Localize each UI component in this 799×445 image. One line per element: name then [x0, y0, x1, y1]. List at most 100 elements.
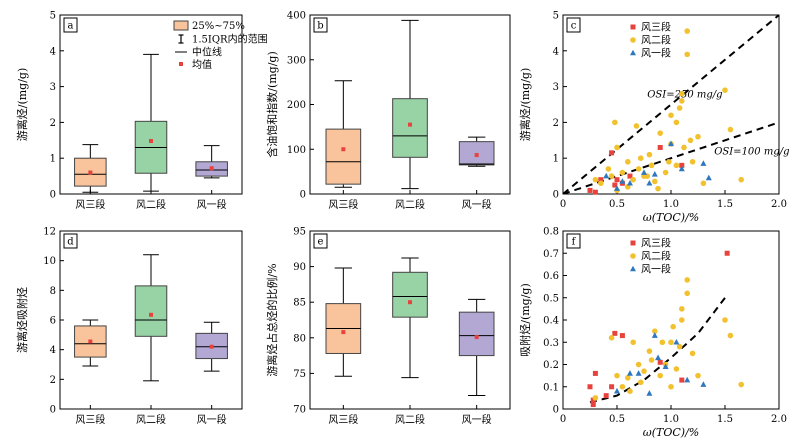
legend-triangle-icon: [630, 265, 636, 272]
y-tick-label: 4: [50, 46, 56, 57]
panel-label: f: [566, 233, 581, 249]
x-axis-label: ω(TOC)/%: [643, 211, 699, 224]
point-circle: [679, 98, 685, 104]
point-triangle: [655, 354, 662, 361]
x-tick-label: 风一段: [462, 413, 492, 426]
y-tick-label: 95: [293, 227, 306, 238]
point-triangle: [619, 178, 626, 184]
point-circle: [722, 317, 728, 323]
x-tick-label: 风三段: [75, 198, 105, 211]
x-tick-label: 0.5: [609, 199, 625, 210]
panel-label-box: [63, 17, 78, 33]
y-tick-label: 2: [553, 118, 559, 129]
y-tick-label: 0: [50, 405, 56, 416]
box-2: [134, 254, 168, 382]
point-circle: [695, 372, 701, 379]
point-circle: [619, 383, 626, 390]
box-iqr: [325, 128, 362, 185]
panel-b: b 0 100 200 300 400 含油饱和指数/(mg/g) 风三段 风二段 风一段: [265, 11, 511, 211]
y-tick-label: 1: [50, 154, 56, 165]
point-square: [587, 187, 593, 193]
point-square: [657, 144, 663, 150]
y-axis-label: 含油饱和指数/(mg/g): [265, 51, 279, 158]
y-tick-label: 0.3: [543, 338, 559, 349]
point-circle: [668, 383, 674, 390]
mean-marker: [408, 122, 412, 127]
mean-marker: [209, 344, 214, 349]
point-circle: [637, 379, 644, 386]
box-3: [458, 136, 495, 167]
point-circle: [633, 123, 640, 129]
panel-a: a 0 1 2 3 4 5 游离烃/(mg/g) 风三段 风二段 风一段 25%~75%1.5IQR内…: [15, 11, 268, 212]
point-circle: [627, 388, 633, 395]
point-circle: [646, 151, 653, 158]
point-square: [609, 150, 615, 156]
point-circle: [738, 381, 744, 388]
legend-label: 风二段: [641, 34, 671, 47]
legend-label: 风三段: [641, 237, 671, 250]
point-circle: [684, 277, 690, 283]
point-triangle: [646, 179, 653, 186]
point-square: [592, 370, 598, 376]
point-circle: [614, 144, 620, 151]
point-triangle: [603, 172, 610, 179]
point-circle: [673, 119, 680, 126]
point-circle: [684, 290, 690, 297]
y-tick-label: 75: [293, 369, 306, 380]
panel-letter: a: [68, 21, 74, 32]
series-square: [587, 250, 730, 408]
point-triangle: [705, 174, 712, 181]
point-circle: [679, 317, 685, 323]
point-circle: [695, 133, 701, 140]
box-3: [195, 145, 228, 179]
point-circle: [635, 166, 642, 172]
legend-circle-icon: [630, 37, 636, 43]
point-square: [679, 162, 685, 168]
panel-label: e: [313, 233, 328, 249]
point-circle: [630, 339, 636, 346]
panel-label: b: [313, 17, 328, 33]
y-tick-label: 4: [553, 46, 559, 57]
x-tick-label: 2.0: [771, 199, 787, 210]
box-3: [195, 321, 228, 372]
panel-label: d: [63, 233, 78, 249]
panel-letter: e: [318, 237, 324, 248]
point-triangle: [626, 179, 633, 186]
point-circle: [655, 185, 661, 192]
y-tick-label: 0: [553, 190, 559, 201]
point-triangle: [673, 338, 680, 345]
y-axis-label: 吸附烃/(mg/g): [518, 283, 532, 357]
x-tick-label: 1.5: [717, 199, 733, 210]
point-circle: [689, 158, 696, 165]
point-square: [627, 173, 633, 179]
point-triangle: [678, 165, 685, 172]
x-axis-label: ω(TOC)/%: [643, 426, 699, 439]
point-circle: [608, 335, 615, 341]
y-tick-label: 80: [293, 333, 306, 344]
point-circle: [648, 357, 655, 363]
point-circle: [625, 375, 631, 381]
legend-label: 25%~75%: [192, 21, 245, 32]
osi-line: [563, 121, 779, 194]
panel-label-box: [566, 233, 581, 249]
point-circle: [727, 126, 734, 133]
mean-marker: [88, 339, 93, 344]
x-tick-label: 风三段: [75, 413, 105, 426]
mean-marker: [341, 330, 346, 335]
point-circle: [646, 348, 653, 354]
point-circle: [679, 306, 685, 312]
point-circle: [614, 372, 620, 379]
point-circle: [648, 162, 655, 169]
y-axis-label: 游离烃/(mg/g): [15, 68, 29, 142]
y-tick-label: 0.8: [543, 227, 559, 238]
y-axis-label: 游离烃占总烃的比例/%: [265, 263, 279, 376]
y-tick-label: 200: [287, 100, 306, 111]
box-iqr: [392, 98, 428, 158]
box-1: [325, 267, 362, 377]
y-tick-label: 85: [293, 298, 306, 309]
panel-letter: c: [571, 21, 577, 32]
y-tick-label: 8: [50, 286, 56, 297]
